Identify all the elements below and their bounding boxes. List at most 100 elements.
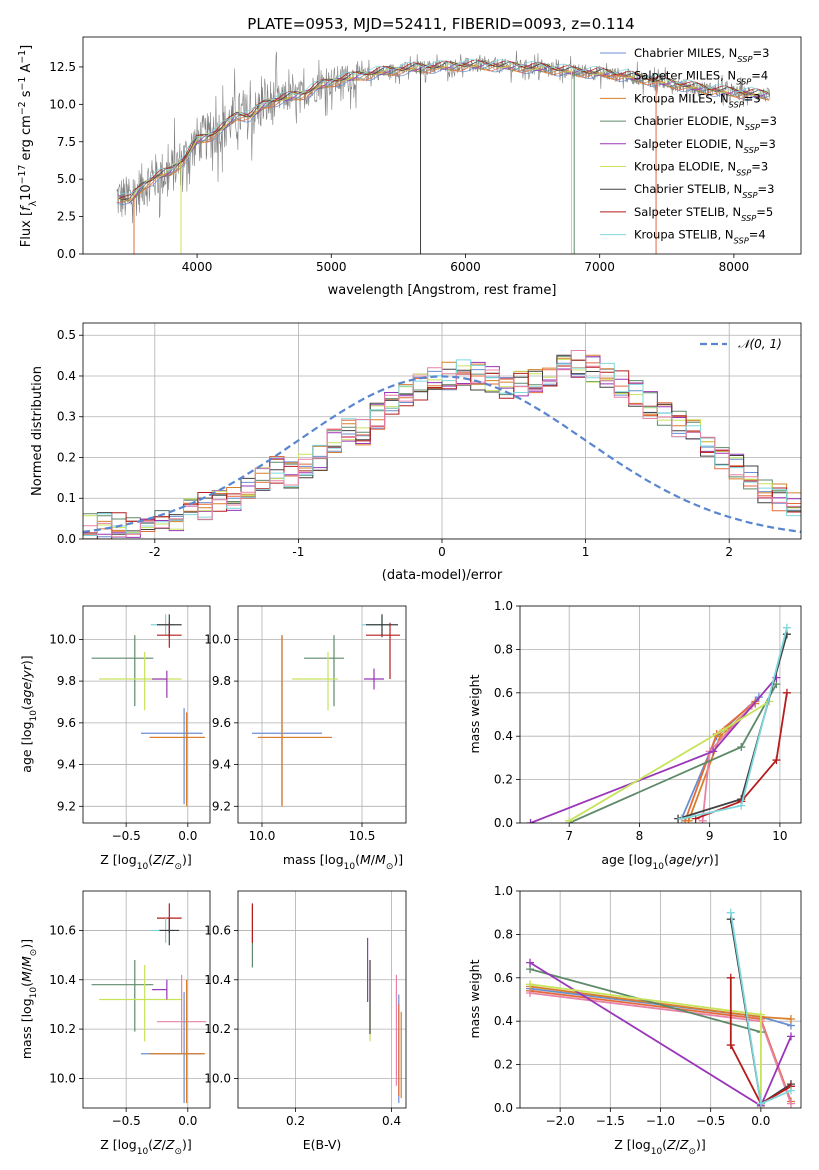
weight-marker: [782, 623, 791, 632]
weight-marker: [526, 819, 535, 823]
y-tick-label: 12.5: [49, 60, 76, 74]
y-axis-label: mass weight: [467, 959, 482, 1038]
x-axis-label-part: Z: [165, 852, 175, 867]
normal-curve: [83, 375, 801, 533]
weight-marker: [726, 908, 735, 917]
model-spectrum-line: [119, 58, 769, 195]
y-tick-label: 9.4: [57, 758, 76, 772]
weight-marker: [565, 816, 574, 823]
x-axis-label-part: M: [360, 852, 371, 867]
x-tick-label: −2.0: [546, 1114, 575, 1128]
y-axis-label: mass [log10(M/M⊙)]: [19, 939, 39, 1059]
y-tick-label: 0.1: [57, 491, 76, 505]
x-axis-label-part: yr: [695, 852, 709, 867]
x-axis-label-part: (: [355, 852, 360, 867]
legend-label: Salpeter MILES, NSSP=4: [634, 69, 768, 87]
y-tick-label: 10.0: [49, 1071, 76, 1085]
y-axis-label: Flux [fλ10−17 erg cm−2 s−1 A−1]: [17, 45, 39, 247]
axes-residuals: -2 -1 0 1 2 0.0 0.1 0.2 0.3 0.4 0.5 𝒩(0, 1) (data-mo…: [30, 322, 802, 583]
x-axis-label-part: /: [371, 852, 376, 867]
plot-area-age_vs_Z: [83, 606, 210, 823]
x-axis-label-part: M: [375, 852, 386, 867]
y-tick-label: 0.4: [494, 729, 513, 743]
legend-label-part: =3: [744, 91, 761, 105]
legend-label: Chabrier STELIB, NSSP=3: [634, 182, 774, 200]
y-axis-label-part: yr: [19, 664, 34, 678]
y-tick-label: 1.0: [494, 884, 513, 898]
legend-label: Chabrier MILES, NSSP=3: [634, 46, 769, 64]
x-axis-label-part: (: [148, 1137, 153, 1152]
y-tick-label: 9.8: [212, 674, 231, 688]
y-axis-label-part: ]: [19, 45, 34, 50]
legend-label: Kroupa MILES, NSSP=3: [634, 91, 761, 109]
y-tick-label: 10.4: [204, 973, 231, 987]
y-tick-label: 5.0: [57, 172, 76, 186]
y-axis-label-part: −17: [17, 165, 28, 185]
y-tick-label: 0.2: [494, 773, 513, 787]
x-axis-label-part: )]: [182, 1137, 192, 1152]
plot-area-spectrum: [116, 50, 771, 254]
y-tick-label: 2.5: [57, 210, 76, 224]
x-tick-label: -1: [292, 545, 304, 559]
x-tick-label: 10: [772, 829, 787, 843]
plot-area-age_vs_mass: [238, 606, 406, 823]
x-tick-label: 0: [438, 545, 446, 559]
plot-area-weight_vs_Z: [520, 891, 801, 1108]
model-spectrum-line: [118, 62, 769, 203]
x-axis-label-part: 10: [344, 862, 356, 872]
x-tick-label: −0.5: [696, 1114, 725, 1128]
weight-marker: [677, 814, 686, 823]
x-axis-label-part: (: [148, 852, 153, 867]
x-axis-label-part: ⊙: [174, 1147, 182, 1157]
weight-marker: [772, 756, 781, 765]
x-tick-label: 0.0: [751, 1114, 770, 1128]
weight-marker: [786, 1099, 795, 1108]
weight-marker: [786, 1086, 795, 1095]
x-axis-label-part: Z [log: [614, 1137, 650, 1152]
y-tick-label: 9.2: [212, 799, 231, 813]
legend-label-part: SSP: [741, 213, 756, 223]
histogram-step: [83, 350, 801, 538]
legend-label-part: =5: [756, 205, 773, 219]
x-tick-label: 0.0: [178, 1114, 197, 1128]
legend-label-part: SSP: [742, 190, 757, 200]
y-axis-label-part: 10: [19, 184, 34, 201]
legend-label-part: SSP: [737, 54, 752, 64]
x-tick-label: 7000: [584, 260, 615, 274]
y-axis-label-part: −2: [17, 101, 28, 115]
x-axis-label: (data-model)/error: [382, 568, 503, 583]
figure-title: PLATE=0953, MJD=52411, FIBERID=0093, z=0…: [247, 15, 634, 33]
y-tick-label: 0.0: [494, 816, 513, 830]
x-tick-label: 6000: [450, 260, 481, 274]
weight-marker: [726, 1041, 735, 1050]
y-axis-label-part: M: [19, 956, 34, 967]
weight-marker: [756, 1099, 765, 1108]
x-tick-label: −1.0: [646, 1114, 675, 1128]
y-tick-label: 0.5: [57, 328, 76, 342]
x-axis-label-part: )]: [182, 852, 192, 867]
x-axis-label-part: Z: [679, 1137, 689, 1152]
y-axis-label: age [log10(age/yr)]: [19, 655, 39, 772]
y-axis-label-part: age: [19, 682, 34, 706]
x-axis-label-part: )]: [696, 1137, 706, 1152]
y-axis-label-part: −1: [17, 77, 28, 91]
legend-label: Salpeter ELODIE, NSSP=3: [634, 137, 776, 155]
axes-mass_vs_Z: −0.5 0.010.010.210.410.6Z [log10(Z/Z⊙)]ma…: [19, 890, 211, 1157]
y-axis-label-part: −1: [17, 50, 28, 64]
y-axis-label-part: M: [19, 971, 34, 982]
x-tick-label: 4000: [182, 260, 213, 274]
x-axis-label-part: 10: [137, 1147, 149, 1157]
x-tick-label: 0.4: [382, 1114, 401, 1128]
y-tick-label: 10.2: [49, 1022, 76, 1036]
y-tick-label: 7.5: [57, 135, 76, 149]
x-axis-label-part: /: [162, 852, 167, 867]
plots-layer: 4000 5000 6000 7000 80000.02.55.07.510.012.5…: [17, 36, 802, 1157]
x-axis-label-part: Z [log: [100, 1137, 136, 1152]
axes-spectrum: 4000 5000 6000 7000 8000 0.0 2.5 5.0 7.5 10.0 12.5…: [17, 36, 802, 298]
legend-label-part: Salpeter MILES, N: [634, 69, 736, 83]
y-axis-label-part: age [log: [19, 721, 34, 772]
x-axis-label-part: Z: [666, 1137, 676, 1152]
legend-label-part: Chabrier ELODIE, N: [634, 114, 745, 128]
legend-label-part: Chabrier STELIB, N: [634, 182, 742, 196]
